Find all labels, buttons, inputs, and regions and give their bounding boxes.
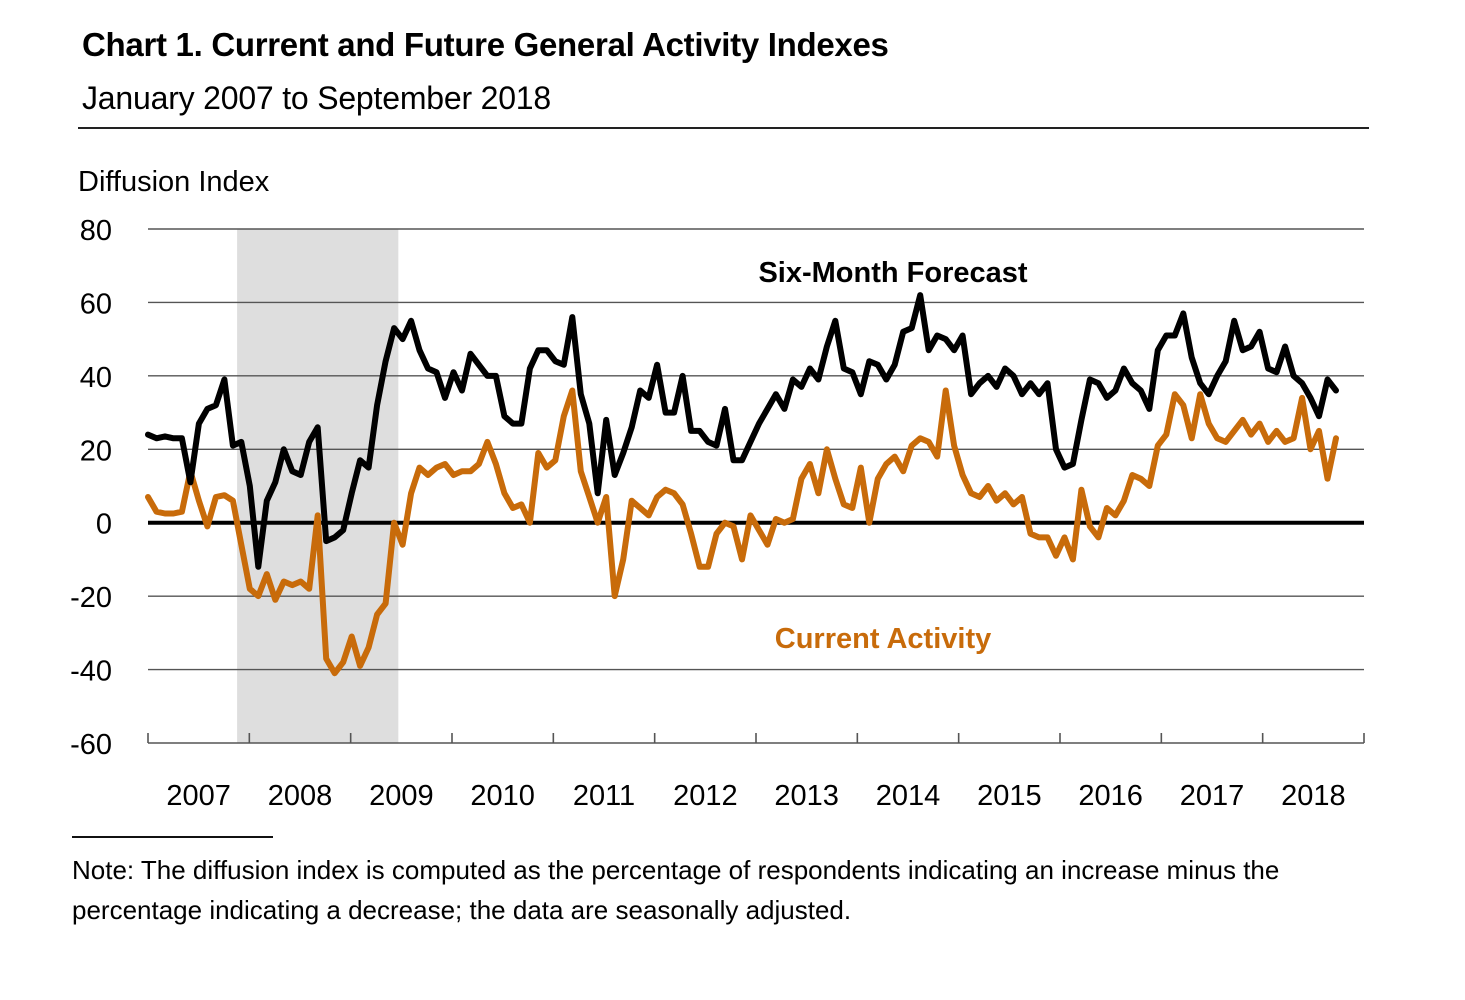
y-tick-label: 40 (80, 362, 112, 394)
recession-shading (237, 229, 399, 743)
x-tick-label: 2012 (673, 780, 738, 812)
x-tick-label: 2007 (166, 780, 231, 812)
six-month-forecast-series-label: Six-Month Forecast (758, 257, 1027, 289)
x-tick-label: 2010 (470, 780, 535, 812)
x-tick-label: 2018 (1281, 780, 1346, 812)
y-tick-label: 80 (80, 215, 112, 247)
x-tick-label: 2017 (1180, 780, 1245, 812)
six-month-forecast-line (145, 292, 1339, 570)
chart-subtitle: January 2007 to September 2018 (82, 80, 552, 116)
current-activity-series-label: Current Activity (775, 623, 991, 655)
x-tick-label: 2015 (977, 780, 1042, 812)
title-divider (78, 127, 1369, 129)
footnote-divider (72, 836, 273, 838)
y-tick-label: 20 (80, 435, 112, 467)
current-activity-line (145, 387, 1339, 677)
y-axis-label: Diffusion Index (78, 166, 270, 198)
x-tick-label: 2011 (573, 780, 635, 812)
chart-title: Chart 1. Current and Future General Acti… (82, 26, 889, 63)
y-tick-label: 60 (80, 288, 112, 320)
y-tick-label: -20 (70, 582, 112, 614)
y-tick-label: -60 (70, 729, 112, 761)
x-tick-label: 2008 (268, 780, 333, 812)
y-tick-label: 0 (96, 509, 112, 541)
x-tick-label: 2013 (774, 780, 839, 812)
x-tick-label: 2009 (369, 780, 434, 812)
x-tick-label: 2014 (876, 780, 941, 812)
x-tick-label: 2016 (1078, 780, 1143, 812)
footnote: Note: The diffusion index is computed as… (72, 855, 1280, 925)
y-tick-label: -40 (70, 656, 112, 688)
